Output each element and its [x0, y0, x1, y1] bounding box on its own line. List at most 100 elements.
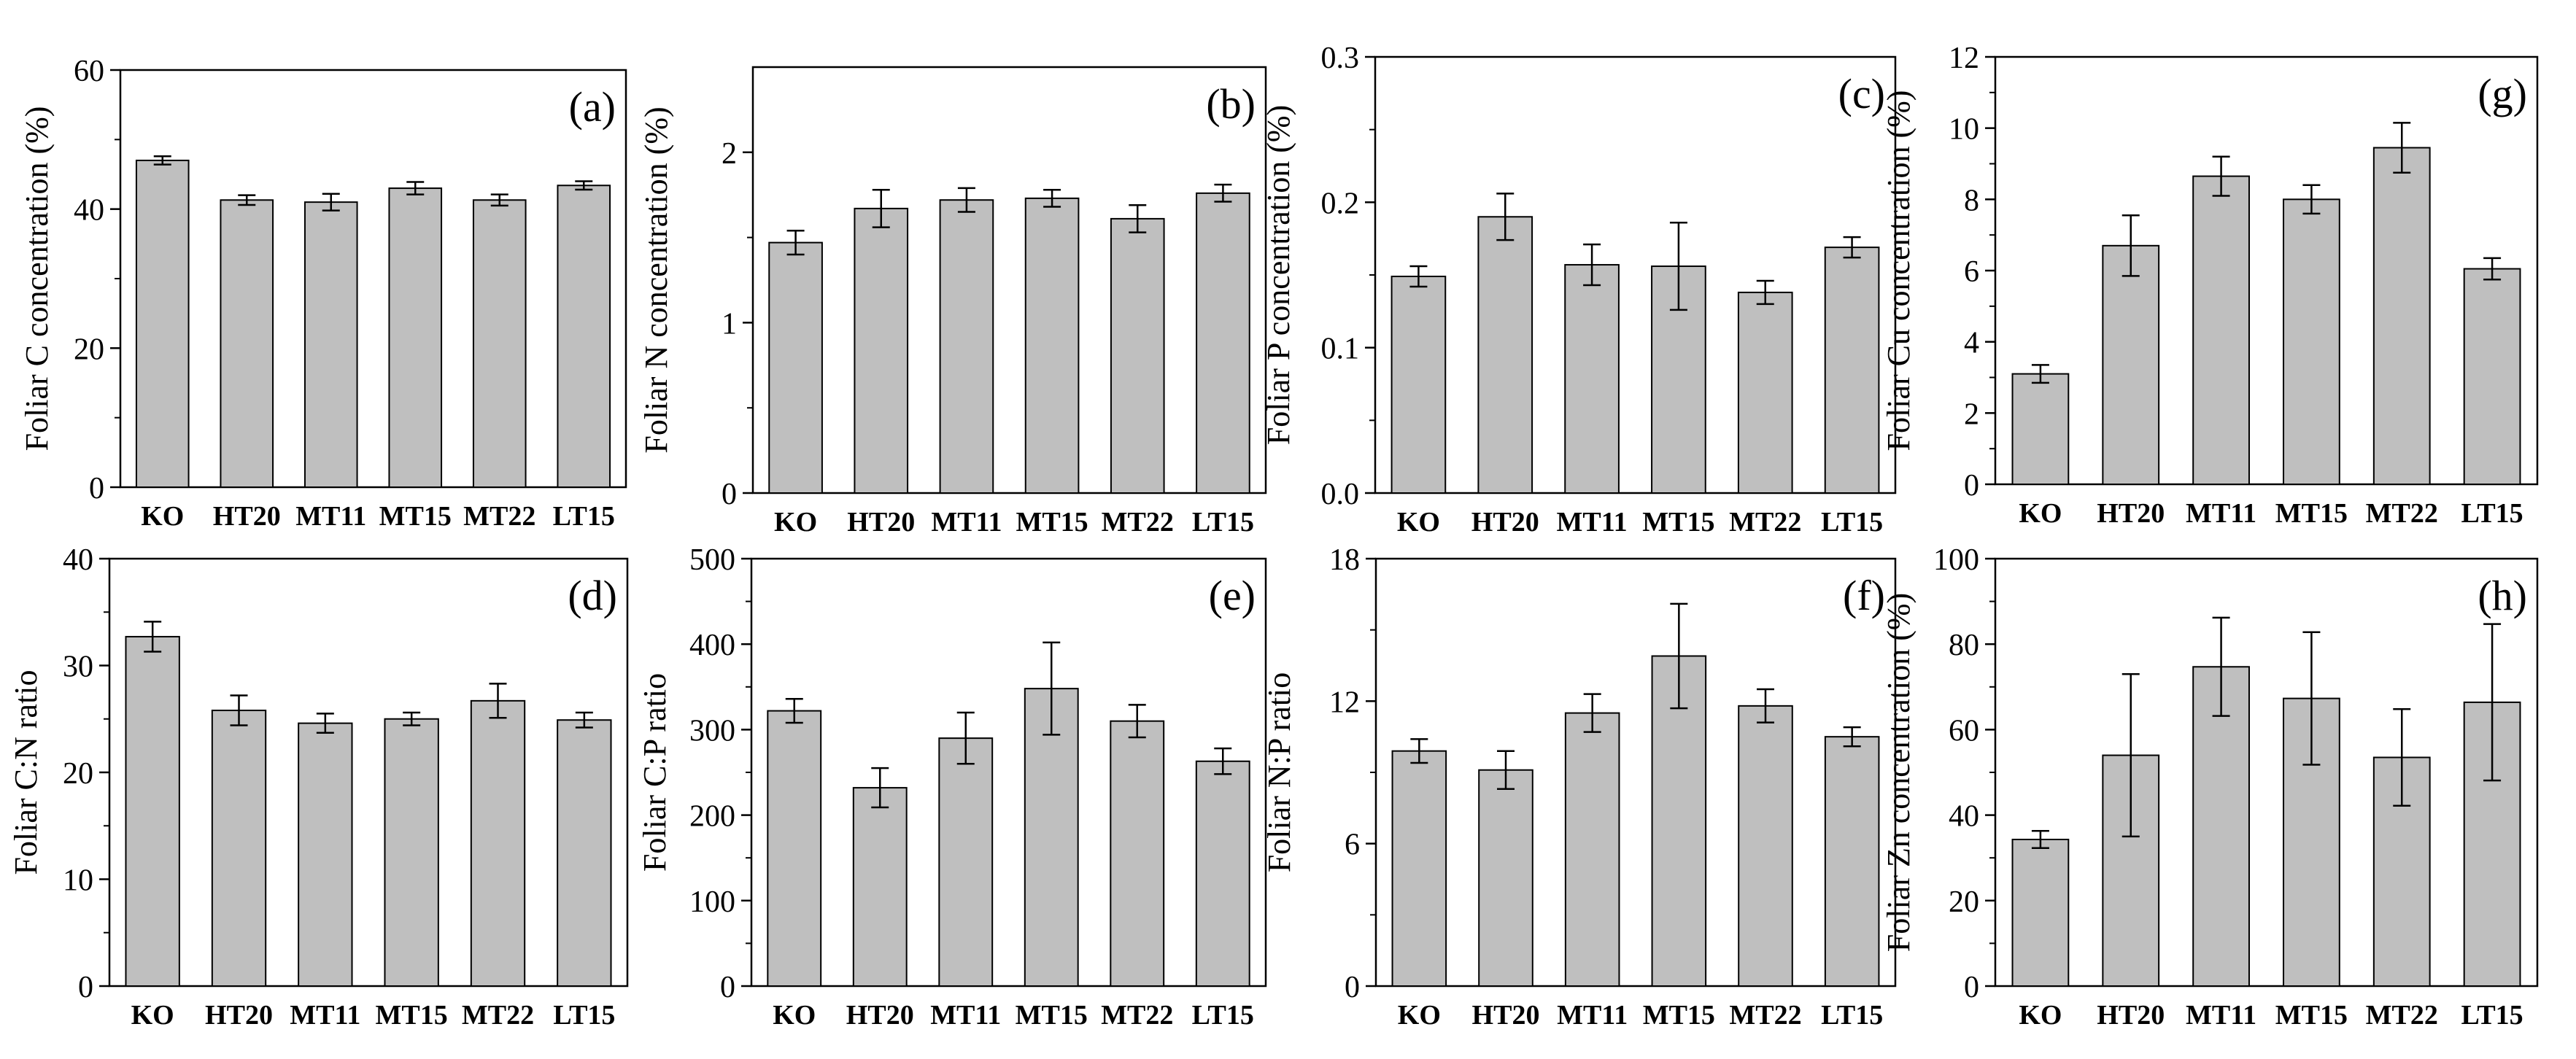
y-axis-label: Foliar P concentration (%)	[1261, 105, 1296, 445]
y-tick-label: 6	[1345, 829, 1360, 862]
x-tick-label: MT22	[462, 1000, 534, 1031]
y-tick-label: 30	[63, 651, 93, 684]
panel-g: 0 2 4 6 8 10 12 Foliar Cu concentration (%) (g) K…	[1881, 42, 2539, 529]
x-tick-label: MT11	[931, 507, 1002, 538]
y-tick-label: 40	[74, 194, 104, 228]
y-tick-label: 10	[1949, 113, 1979, 147]
x-tick-label: MT11	[290, 1000, 360, 1031]
bar-ko	[767, 710, 822, 988]
y-tick-label: 12	[1329, 686, 1360, 719]
y-tick-label: 0	[1964, 971, 1979, 1004]
bar-mt22	[470, 699, 526, 987]
y-tick-label: 0.1	[1321, 333, 1360, 366]
bar-lt15	[1196, 192, 1250, 494]
x-tick-label: KO	[773, 1000, 816, 1031]
x-tick-label: LT15	[2461, 498, 2523, 529]
panel-label: (b)	[1206, 80, 1256, 128]
y-tick-label: 200	[689, 800, 735, 834]
bar-mt11	[2192, 666, 2250, 987]
bar-lt15	[1195, 760, 1250, 988]
x-tick-label: MT22	[2366, 498, 2438, 529]
bar-ht20	[854, 207, 909, 494]
x-tick-label: MT22	[1101, 1000, 1173, 1031]
panel-f: 0 6 12 18 Foliar N:P ratio (f) KO HT20 MT11 MT15 M…	[1261, 543, 1897, 1031]
x-tick-label: KO	[774, 507, 817, 538]
y-tick-label: 1	[722, 307, 737, 341]
x-tick-label: HT20	[213, 501, 281, 532]
x-tick-label: LT15	[1821, 507, 1883, 538]
x-tick-label: MT22	[2366, 1000, 2438, 1031]
x-tick-label: MT15	[2275, 498, 2348, 529]
x-tick-label: HT20	[846, 1000, 914, 1031]
y-tick-label: 20	[74, 333, 104, 366]
panel-e: 0 100 200 300 400 500 Foliar C:P ratio (e) KO HT2…	[637, 543, 1267, 1031]
y-tick-label: 12	[1949, 42, 1979, 75]
bar-lt15	[1824, 247, 1880, 494]
y-axis-label: Foliar C concentration (%)	[19, 106, 55, 451]
x-tick-label: KO	[2019, 1000, 2062, 1031]
bar-ht20	[852, 787, 908, 987]
y-axis-label: Foliar Cu concentration (%)	[1881, 90, 1916, 451]
y-tick-label: 0	[722, 478, 737, 511]
x-tick-label: MT15	[1016, 507, 1088, 538]
y-tick-label: 2	[722, 137, 737, 171]
bar-ko	[2011, 839, 2070, 987]
y-tick-label: 20	[1949, 885, 1979, 919]
panel-d: 0 10 20 30 40 Foliar C:N ratio (d) KO HT20 MT11 MT…	[8, 543, 629, 1031]
panel-label: (f)	[1843, 572, 1885, 619]
plot-frame	[1374, 55, 1897, 494]
bar-mt11	[2192, 175, 2250, 485]
bar-mt22	[1738, 705, 1793, 987]
bar-ko	[768, 241, 823, 494]
x-tick-label: LT15	[553, 501, 615, 532]
panel-b: 0 1 2 Foliar N concentration (%) (b) KO HT20 MT…	[638, 66, 1267, 538]
panel-label: (g)	[2478, 70, 2527, 117]
x-tick-label: MT11	[930, 1000, 1001, 1031]
bar-lt15	[2463, 268, 2521, 485]
x-tick-label: MT15	[1642, 507, 1714, 538]
y-axis-label: Foliar C:P ratio	[637, 673, 673, 872]
x-tick-label: MT22	[1729, 1000, 1801, 1031]
bar-mt11	[1564, 264, 1620, 494]
y-tick-label: 20	[63, 757, 93, 791]
panel-h: 0 20 40 60 80 100 Foliar Zn concentration (%) (…	[1881, 543, 2539, 1031]
bar-mt15	[2283, 198, 2340, 485]
bar-ko	[135, 159, 190, 489]
bar-ko	[1391, 750, 1447, 987]
y-tick-label: 500	[689, 543, 735, 577]
y-tick-label: 0	[720, 971, 735, 1004]
panel-label: (a)	[569, 83, 616, 131]
x-tick-label: KO	[141, 501, 184, 532]
plot-frame	[750, 557, 1267, 988]
plot-frame	[1994, 557, 2539, 988]
x-tick-label: KO	[1397, 507, 1440, 538]
y-tick-label: 40	[1949, 800, 1979, 834]
bar-mt22	[1737, 291, 1793, 494]
y-axis-label: Foliar N concentration (%)	[638, 106, 674, 453]
bar-lt15	[557, 185, 611, 488]
x-tick-label: LT15	[1192, 1000, 1254, 1031]
bar-mt15	[384, 718, 439, 987]
x-tick-label: MT22	[463, 501, 535, 532]
bar-ht20	[1477, 216, 1533, 494]
x-tick-label: KO	[2019, 498, 2062, 529]
bar-ht20	[1478, 769, 1533, 987]
plot-frame	[1994, 55, 2539, 486]
panel-label: (c)	[1838, 70, 1885, 117]
y-tick-label: 0	[89, 472, 104, 505]
bar-mt11	[298, 722, 353, 987]
y-tick-label: 0.3	[1321, 42, 1360, 75]
bar-mt11	[938, 737, 994, 987]
x-tick-label: HT20	[2097, 498, 2165, 529]
x-tick-label: HT20	[205, 1000, 273, 1031]
x-tick-label: MT11	[295, 501, 366, 532]
x-tick-label: HT20	[1472, 1000, 1540, 1031]
x-tick-label: MT22	[1729, 507, 1801, 538]
x-tick-label: HT20	[847, 507, 915, 538]
bar-ht20	[220, 199, 274, 488]
bar-lt15	[557, 719, 612, 988]
bar-mt22	[1110, 720, 1165, 987]
bar-mt11	[303, 201, 358, 488]
y-tick-label: 100	[1933, 543, 1979, 577]
